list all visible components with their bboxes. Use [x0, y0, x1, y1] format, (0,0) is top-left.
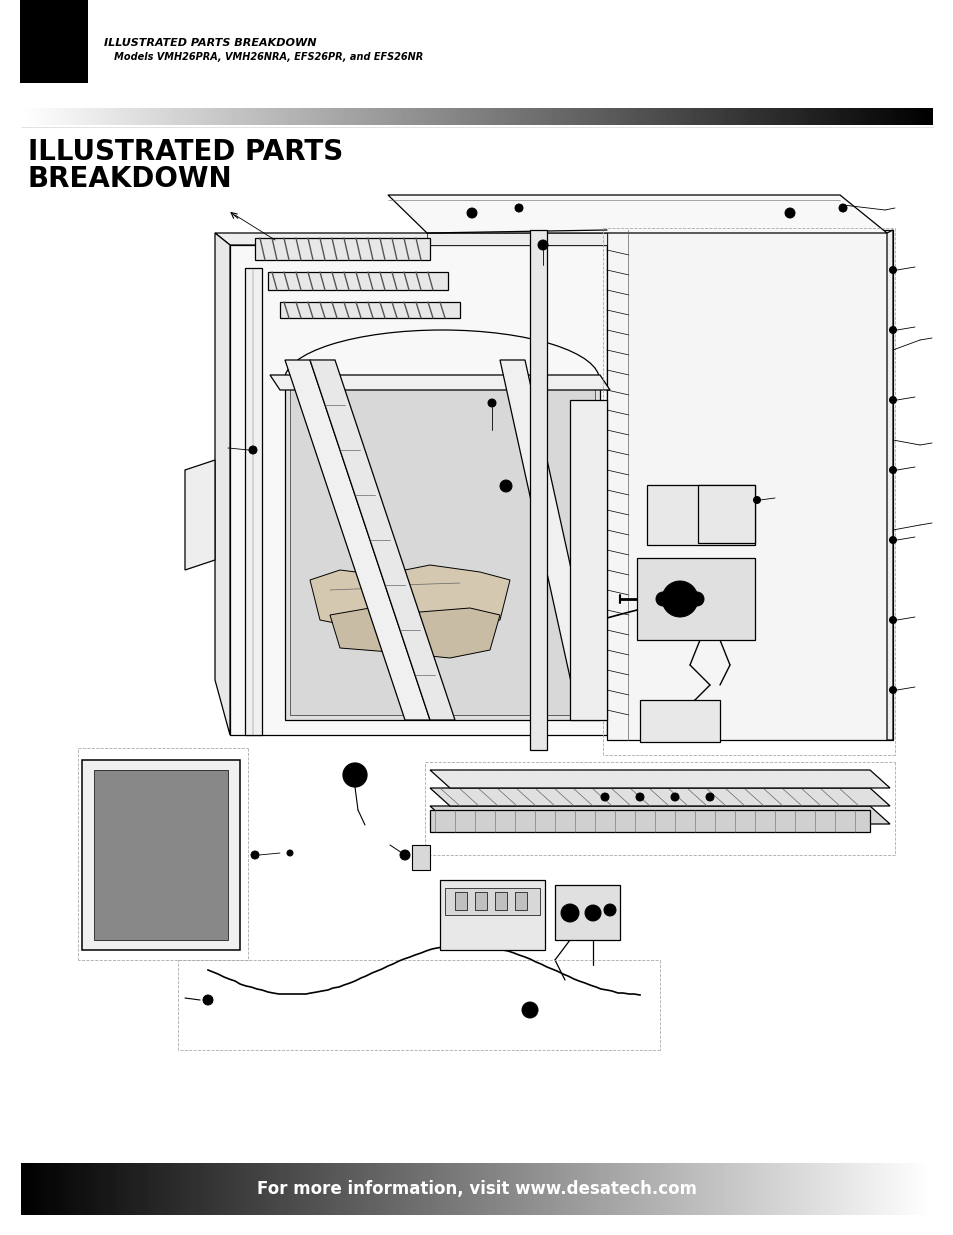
Polygon shape	[430, 788, 889, 806]
Circle shape	[249, 446, 256, 454]
Polygon shape	[444, 888, 539, 915]
Circle shape	[661, 580, 698, 618]
Circle shape	[888, 687, 896, 694]
Polygon shape	[430, 769, 889, 788]
Circle shape	[656, 592, 669, 606]
Polygon shape	[285, 359, 430, 720]
Polygon shape	[310, 359, 455, 720]
Polygon shape	[475, 892, 486, 910]
Polygon shape	[254, 238, 430, 261]
Polygon shape	[290, 385, 595, 715]
Polygon shape	[530, 230, 546, 750]
Circle shape	[667, 587, 691, 611]
Circle shape	[705, 793, 713, 802]
Circle shape	[689, 592, 703, 606]
Polygon shape	[698, 485, 754, 543]
Circle shape	[467, 207, 476, 219]
Polygon shape	[606, 230, 892, 740]
Polygon shape	[886, 230, 892, 740]
Polygon shape	[439, 881, 544, 950]
Polygon shape	[646, 485, 754, 545]
Circle shape	[838, 204, 846, 212]
Circle shape	[499, 480, 512, 492]
Circle shape	[670, 793, 679, 802]
Polygon shape	[515, 892, 526, 910]
Polygon shape	[214, 233, 606, 245]
Circle shape	[287, 850, 293, 856]
Circle shape	[521, 1002, 537, 1018]
Circle shape	[488, 399, 496, 408]
Circle shape	[600, 793, 608, 802]
Circle shape	[251, 851, 258, 860]
Polygon shape	[330, 608, 499, 658]
Circle shape	[203, 995, 213, 1005]
Polygon shape	[270, 375, 609, 390]
Polygon shape	[430, 810, 869, 832]
Polygon shape	[495, 892, 506, 910]
Polygon shape	[280, 303, 459, 317]
Text: ILLUSTRATED PARTS: ILLUSTRATED PARTS	[28, 138, 343, 165]
Bar	[20, 0, 88, 83]
Polygon shape	[639, 700, 720, 742]
Circle shape	[603, 904, 616, 916]
Polygon shape	[555, 885, 619, 940]
Circle shape	[537, 240, 547, 249]
Polygon shape	[310, 564, 510, 630]
Circle shape	[560, 904, 578, 923]
Circle shape	[888, 536, 896, 543]
Polygon shape	[82, 760, 240, 950]
Circle shape	[888, 326, 896, 333]
Circle shape	[888, 267, 896, 273]
Polygon shape	[427, 233, 606, 245]
Text: For more information, visit www.desatech.com: For more information, visit www.desatech…	[256, 1179, 697, 1198]
Polygon shape	[185, 459, 214, 571]
Polygon shape	[412, 845, 430, 869]
Circle shape	[524, 1005, 535, 1015]
Text: ILLUSTRATED PARTS BREAKDOWN: ILLUSTRATED PARTS BREAKDOWN	[104, 38, 316, 48]
Circle shape	[399, 850, 410, 860]
Polygon shape	[245, 268, 262, 735]
Circle shape	[888, 616, 896, 624]
Circle shape	[888, 467, 896, 473]
Circle shape	[515, 204, 522, 212]
Polygon shape	[629, 240, 884, 735]
Polygon shape	[214, 233, 230, 735]
Polygon shape	[388, 195, 886, 233]
Polygon shape	[637, 558, 754, 640]
Text: BREAKDOWN: BREAKDOWN	[28, 165, 233, 193]
Polygon shape	[230, 245, 606, 735]
Polygon shape	[455, 892, 467, 910]
Polygon shape	[285, 380, 599, 720]
Polygon shape	[499, 359, 599, 700]
Polygon shape	[94, 769, 228, 940]
Circle shape	[636, 793, 643, 802]
Text: Models VMH26PRA, VMH26NRA, EFS26PR, and EFS26NR: Models VMH26PRA, VMH26NRA, EFS26PR, and …	[104, 52, 423, 62]
Circle shape	[343, 763, 367, 787]
Circle shape	[784, 207, 794, 219]
Circle shape	[584, 905, 600, 921]
Circle shape	[888, 396, 896, 404]
Polygon shape	[569, 400, 606, 720]
Polygon shape	[430, 806, 889, 824]
Circle shape	[753, 496, 760, 504]
Polygon shape	[268, 272, 448, 290]
